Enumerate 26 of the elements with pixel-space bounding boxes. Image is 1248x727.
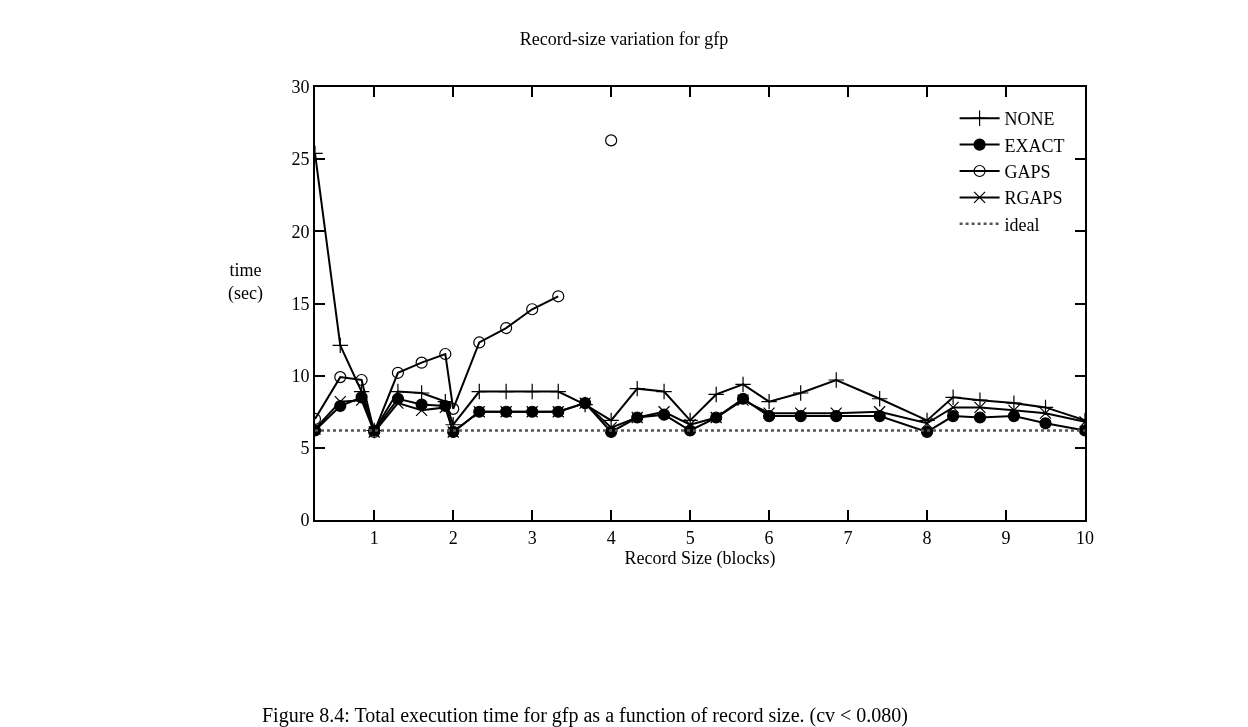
x-tick-label: 3: [527, 527, 537, 548]
y-axis-title: time (sec): [228, 260, 263, 305]
y-tick-label: 15: [291, 293, 310, 314]
x-tick-label: 1: [369, 527, 379, 548]
y-tick-label: 0: [300, 510, 310, 531]
legend-label: ideal: [1004, 214, 1040, 235]
x-tick-label: 2: [448, 527, 458, 548]
x-tick-label: 4: [606, 527, 616, 548]
y-tick-label: 20: [291, 221, 310, 242]
x-tick-label: 5: [685, 527, 695, 548]
legend-label: GAPS: [1004, 162, 1051, 183]
x-tick-label: 7: [843, 527, 853, 548]
x-tick-label: 6: [764, 527, 774, 548]
x-tick-label: 9: [1001, 527, 1011, 548]
y-tick-label: 30: [291, 77, 310, 98]
x-tick-label: 10: [1076, 527, 1094, 548]
legend-label: NONE: [1004, 109, 1055, 130]
y-tick-label: 25: [291, 149, 310, 170]
x-axis-title: Record Size (blocks): [624, 547, 776, 569]
x-tick-label: 8: [922, 527, 932, 548]
chart-title: Record-size variation for gfp: [519, 29, 729, 50]
legend-label: EXACT: [1004, 135, 1065, 156]
caption: Figure 8.4: Total execution time for gfp as a function of record size. (cv < 0.080): [262, 704, 908, 727]
y-tick-label: 5: [300, 438, 310, 459]
legend-label: RGAPS: [1004, 188, 1063, 209]
y-tick-label: 10: [291, 365, 310, 386]
